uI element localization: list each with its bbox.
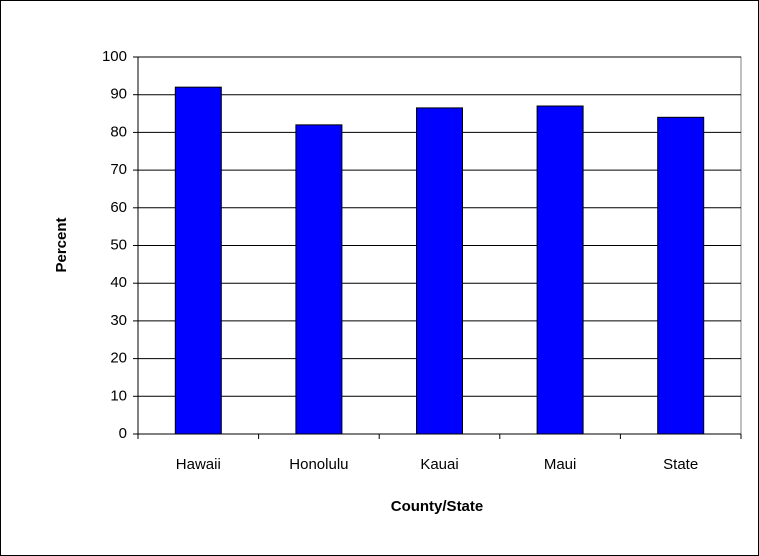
x-tick-label: State — [663, 456, 698, 473]
x-tick-label: Hawaii — [176, 456, 221, 473]
y-tick-label: 20 — [110, 350, 127, 367]
y-tick-label: 30 — [110, 312, 127, 329]
x-tick-label: Maui — [544, 456, 577, 473]
bar — [657, 116, 705, 435]
bar — [416, 107, 463, 435]
y-tick-label: 60 — [110, 199, 127, 216]
x-tick-label: Kauai — [420, 456, 458, 473]
y-tick-label: 80 — [110, 123, 127, 140]
y-tick-label: 0 — [119, 425, 127, 442]
y-tick-label: 70 — [110, 161, 127, 178]
y-tick-label: 10 — [110, 387, 127, 404]
y-tick-label: 40 — [110, 274, 127, 291]
y-tick-label: 90 — [110, 86, 127, 103]
y-axis-title: Percent — [53, 217, 70, 272]
y-tick-label: 100 — [102, 48, 127, 65]
bar — [174, 86, 222, 435]
x-tick-label: Honolulu — [289, 456, 348, 473]
bar — [536, 105, 584, 435]
x-axis-title: County/State — [391, 498, 484, 515]
y-tick-label: 50 — [110, 236, 127, 253]
bar — [295, 124, 343, 435]
